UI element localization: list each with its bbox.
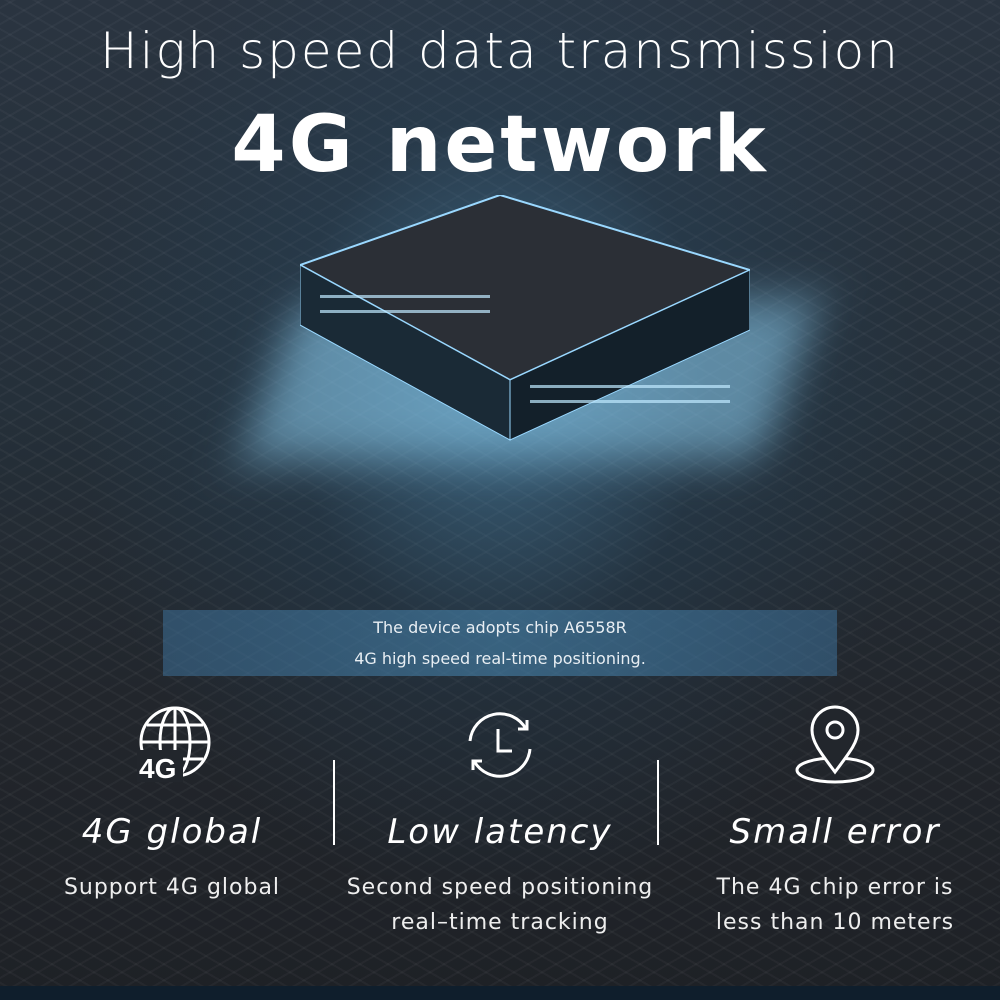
feature-desc: Second speed positioning real–time track… <box>346 875 654 935</box>
divider <box>657 760 659 845</box>
page-subtitle: 4G network <box>231 100 769 190</box>
page-title: High speed data transmission <box>100 22 900 80</box>
bottom-bar <box>0 986 1000 1000</box>
svg-text:4G: 4G <box>139 753 176 784</box>
feature-desc: The 4G chip error is less than 10 meters <box>715 875 955 935</box>
banner-line: 4G high speed real-time positioning. <box>354 649 646 668</box>
globe-4g-icon: 4G <box>2 700 342 790</box>
feature-4g-global: 4G 4G global Support 4G global <box>2 700 342 905</box>
divider <box>333 760 335 845</box>
map-pin-icon <box>665 700 1000 790</box>
feature-desc: Support 4G global <box>63 875 281 900</box>
clock-refresh-icon <box>330 700 670 790</box>
feature-title: Low latency <box>387 812 613 852</box>
banner-line: The device adopts chip A6558R <box>373 618 627 637</box>
feature-small-error: Small error The 4G chip error is less th… <box>665 700 1000 940</box>
info-banner: The device adopts chip A6558R 4G high sp… <box>163 610 837 676</box>
chip-image <box>297 193 753 445</box>
feature-title: Small error <box>729 812 941 852</box>
feature-title: 4G global <box>81 812 263 852</box>
feature-low-latency: Low latency Second speed positioning rea… <box>330 700 670 940</box>
